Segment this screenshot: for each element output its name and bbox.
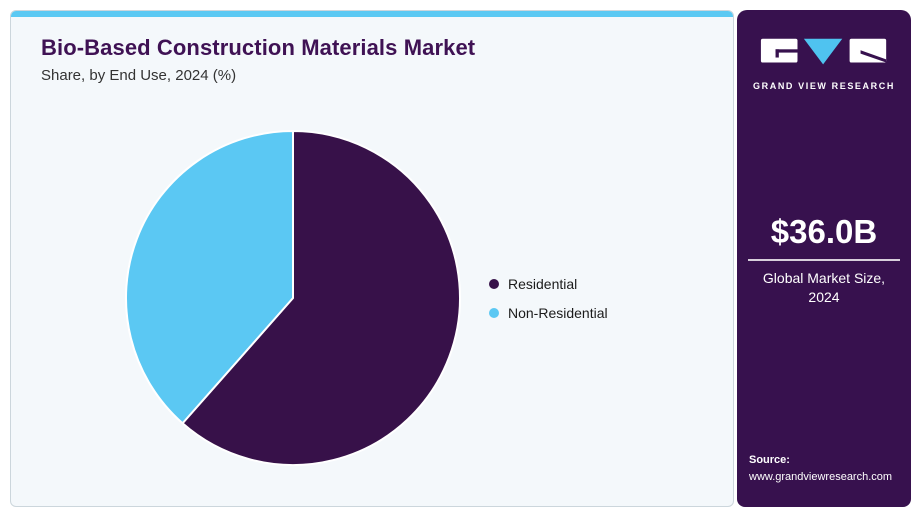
brand-sidebar: GRAND VIEW RESEARCH $36.0B Global Market… [737,10,911,507]
source-block: Source: www.grandviewresearch.com [749,452,892,485]
market-size-block: $36.0B Global Market Size, 2024 [737,213,911,307]
market-size-value: $36.0B [770,213,878,250]
pie-slice-residential [181,130,461,466]
brand-name: GRAND VIEW RESEARCH [753,81,895,91]
market-size-label: Global Market Size, 2024 [737,269,911,307]
source-url[interactable]: www.grandviewresearch.com [749,470,893,483]
source-label: Source: [749,454,790,466]
chart-card: Bio-Based Construction Materials Market … [10,10,734,507]
pie-slice-non-residential [125,130,294,425]
market-size-label-line2: 2024 [808,288,840,305]
card-accent-strip [11,11,733,17]
market-size-label-line1: Global Market Size, [762,269,886,286]
legend-swatch-non-residential [489,308,499,318]
pie-chart [125,130,461,466]
legend-swatch-residential [489,279,499,289]
legend-item-non-residential: Non-Residential [489,303,608,323]
divider [748,258,900,261]
chart-legend: Residential Non-Residential [489,274,608,323]
gvr-logo: GRAND VIEW RESEARCH [737,36,911,91]
legend-label-residential: Residential [508,276,578,292]
page-title: Bio-Based Construction Materials Market [41,35,476,60]
legend-label-non-residential: Non-Residential [508,305,608,321]
legend-item-residential: Residential [489,274,608,294]
gvr-logo-mark [760,38,887,65]
page-subtitle: Share, by End Use, 2024 (%) [41,67,237,84]
